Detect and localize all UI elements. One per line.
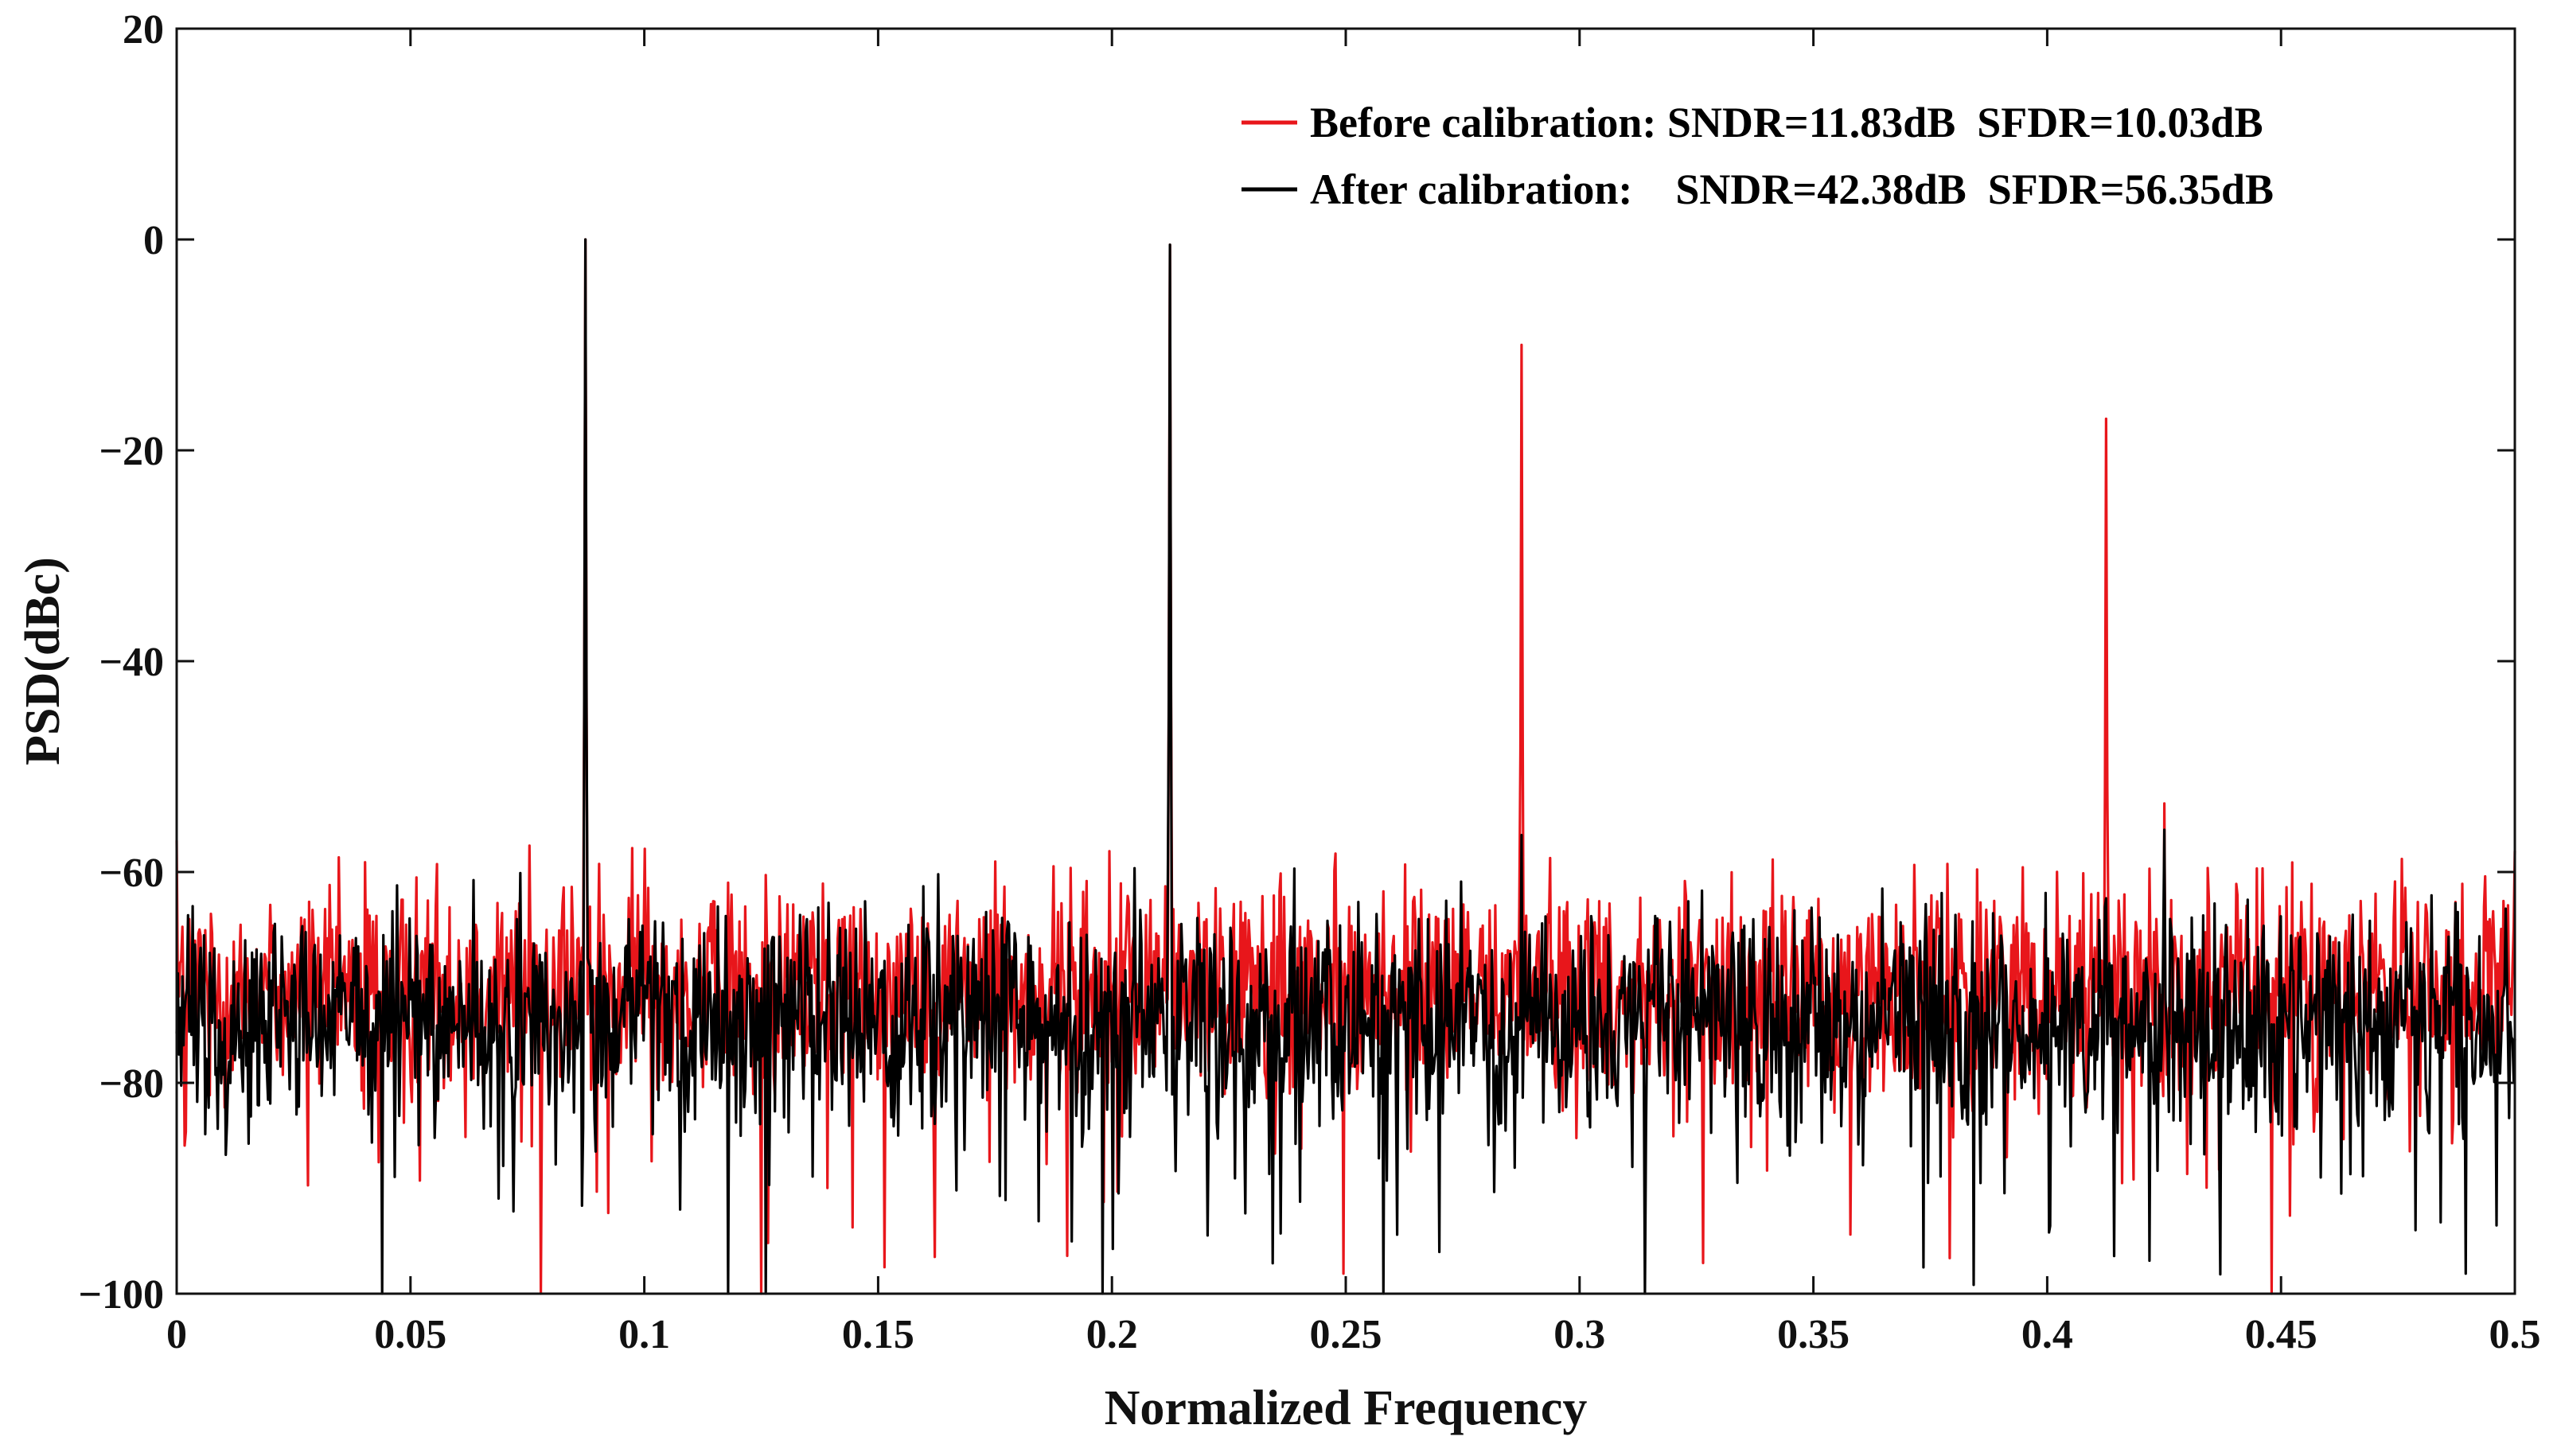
y-tick-label: −60	[99, 851, 164, 896]
x-tick-label: 0.25	[1310, 1312, 1382, 1357]
x-tick-label: 0.4	[2021, 1312, 2073, 1357]
x-tick-label: 0.35	[1777, 1312, 1850, 1357]
series-layer	[175, 238, 2516, 1295]
tick-layer: 0 0.05 0.1 0.15 0.2 0.25 0.3 0.35 0.4 0.45 0.5200−…	[78, 7, 2540, 1357]
y-tick-label: −40	[99, 640, 164, 685]
x-tick-label: 0.5	[2489, 1312, 2541, 1357]
x-tick-label: 0	[166, 1312, 187, 1357]
y-tick-label: 0	[143, 218, 164, 263]
legend-label-after: After calibration: SNDR=42.38dB SFDR=56.…	[1310, 165, 2274, 213]
y-tick-label: −20	[99, 429, 164, 474]
x-tick-label: 0.3	[1553, 1312, 1605, 1357]
x-tick-label: 0.45	[2245, 1312, 2317, 1357]
x-tick-label: 0.1	[618, 1312, 670, 1357]
legend: Before calibration: SNDR=11.83dB SFDR=10…	[1242, 99, 2274, 213]
series-after-calibration-line	[175, 238, 2516, 1295]
y-tick-label: −80	[99, 1061, 164, 1107]
y-tick-label: −100	[78, 1272, 164, 1318]
y-tick-label: 20	[123, 7, 164, 53]
x-tick-label: 0.2	[1086, 1312, 1138, 1357]
y-axis-label: PSD(dBc)	[16, 557, 70, 765]
legend-label-before: Before calibration: SNDR=11.83dB SFDR=10…	[1310, 99, 2263, 146]
x-tick-label: 0.05	[374, 1312, 446, 1357]
x-tick-label: 0.15	[842, 1312, 914, 1357]
x-axis-label: Normalized Frequency	[1105, 1381, 1588, 1435]
